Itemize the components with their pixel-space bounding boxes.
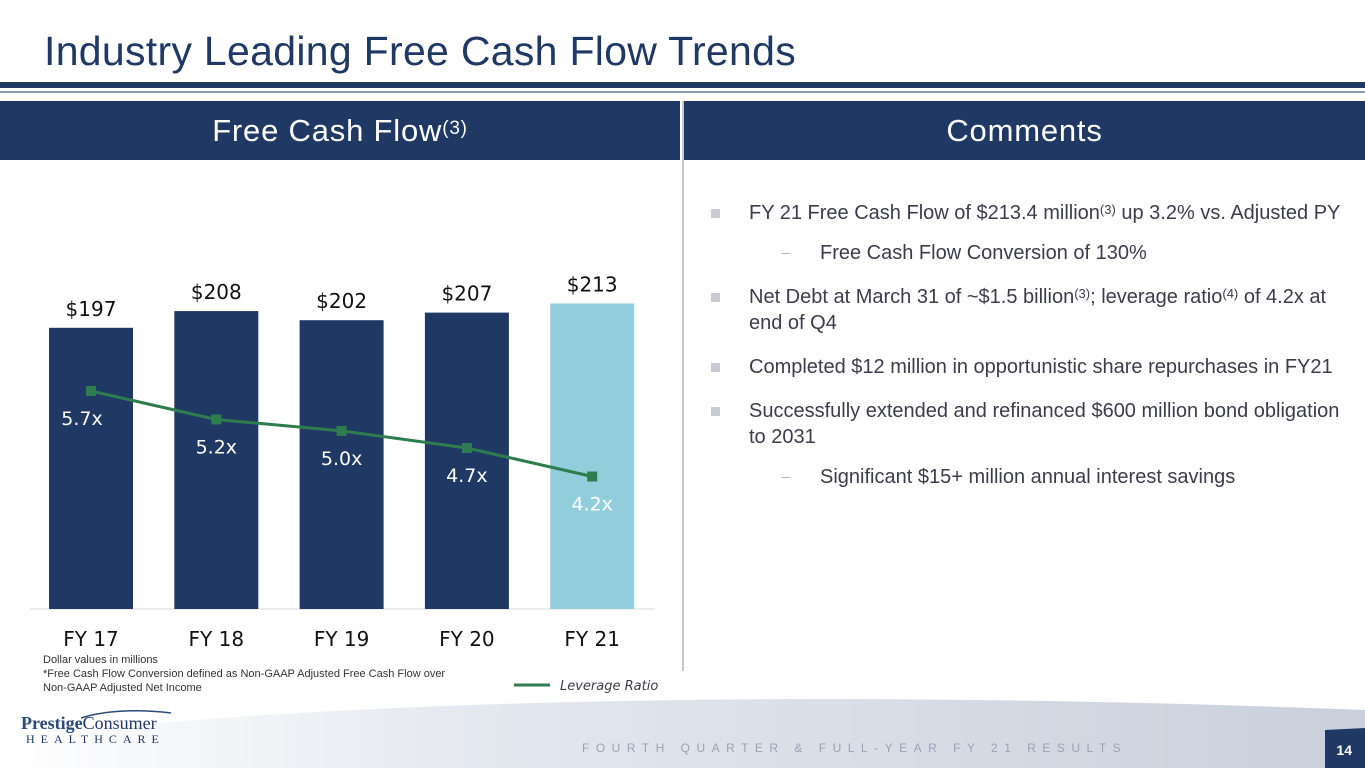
bar-value-label: $197 bbox=[66, 297, 117, 321]
comment-bullet: FY 21 Free Cash Flow of $213.4 million(3… bbox=[710, 200, 1350, 226]
leverage-point bbox=[461, 443, 472, 453]
bar-value-label: $207 bbox=[441, 282, 492, 306]
comment-text: up 3.2% vs. Adjusted PY bbox=[1115, 202, 1341, 224]
bar-fy21 bbox=[550, 303, 635, 609]
comments-header-label: Comments bbox=[946, 112, 1103, 148]
free-cash-flow-chart: $197 FY 17 $208 FY 18 $202 FY 19 $207 FY 20 $213… bbox=[30, 272, 658, 694]
company-logo: PrestigeConsumer HEALTHCARE bbox=[21, 709, 171, 747]
logo-arc-icon bbox=[81, 709, 171, 719]
comment-text: ; leverage ratio bbox=[1090, 286, 1223, 308]
leverage-value-label: 5.2x bbox=[196, 437, 237, 459]
leverage-point bbox=[211, 414, 222, 425]
note-line: *Free Cash Flow Conversion defined as No… bbox=[43, 668, 446, 680]
bullet-marker-icon bbox=[711, 363, 720, 372]
x-tick-label: FY 17 bbox=[63, 627, 119, 651]
x-tick-label: FY 21 bbox=[564, 627, 620, 651]
bar-fy19 bbox=[299, 320, 384, 609]
leverage-value-label: 4.7x bbox=[446, 465, 487, 487]
bar-value-label: $213 bbox=[567, 272, 618, 296]
chart-notes: Dollar values in millions *Free Cash Flo… bbox=[43, 653, 445, 695]
free-cash-flow-header: Free Cash Flow (3) bbox=[0, 101, 680, 160]
leverage-point bbox=[587, 471, 598, 482]
comment-bullet: Successfully extended and refinanced $60… bbox=[710, 398, 1350, 450]
comments-header: Comments bbox=[684, 101, 1365, 160]
bar-fy18 bbox=[174, 311, 259, 609]
dash-marker-icon bbox=[781, 477, 790, 478]
comment-footnote: (4) bbox=[1222, 286, 1239, 301]
leverage-point bbox=[86, 386, 96, 396]
bar-fy17 bbox=[49, 327, 133, 609]
logo-consumer: Consumer bbox=[82, 713, 157, 733]
comment-footnote: (3) bbox=[1099, 202, 1116, 217]
comment-text: Net Debt at March 31 of ~$1.5 billion bbox=[749, 286, 1075, 308]
dash-marker-icon bbox=[781, 253, 790, 254]
x-tick-label: FY 19 bbox=[314, 627, 370, 651]
free-cash-flow-header-label: Free Cash Flow bbox=[212, 112, 443, 148]
note-line: Non-GAAP Adjusted Net Income bbox=[43, 682, 202, 694]
bullet-marker-icon bbox=[711, 209, 720, 218]
column-divider bbox=[682, 101, 684, 671]
bullet-marker-icon bbox=[711, 293, 720, 302]
comment-sub-bullet: Free Cash Flow Conversion of 130% bbox=[710, 240, 1350, 266]
comments-list: FY 21 Free Cash Flow of $213.4 million(3… bbox=[710, 200, 1350, 508]
footer-title: FOURTH QUARTER & FULL-YEAR FY 21 RESULTS bbox=[582, 741, 1128, 755]
bar-value-label: $208 bbox=[191, 280, 242, 304]
bar-value-label: $202 bbox=[316, 289, 367, 313]
footer-swoosh bbox=[0, 699, 1365, 768]
comment-sub-bullet: Significant $15+ million annual interest… bbox=[710, 464, 1350, 490]
legend-label: Leverage Ratio bbox=[560, 679, 658, 694]
comment-bullet: Net Debt at March 31 of ~$1.5 billion(3)… bbox=[710, 284, 1350, 336]
free-cash-flow-header-footnote: (3) bbox=[442, 117, 468, 139]
leverage-value-label: 4.2x bbox=[571, 494, 612, 516]
leverage-point bbox=[336, 425, 347, 436]
page-number: 14 bbox=[1336, 742, 1352, 758]
comment-text: Successfully extended and refinanced $60… bbox=[749, 400, 1340, 448]
title-rule-thin bbox=[0, 91, 1365, 93]
x-tick-label: FY 18 bbox=[189, 627, 245, 651]
leverage-value-label: 5.0x bbox=[321, 448, 362, 470]
logo-healthcare: HEALTHCARE bbox=[26, 732, 165, 746]
page-title: Industry Leading Free Cash Flow Trends bbox=[44, 28, 797, 74]
bar-fy20 bbox=[424, 312, 509, 609]
logo-prestige: Prestige bbox=[21, 713, 83, 733]
bullet-marker-icon bbox=[711, 407, 720, 416]
comment-text: Significant $15+ million annual interest… bbox=[820, 466, 1236, 488]
comment-text: FY 21 Free Cash Flow of $213.4 million bbox=[749, 202, 1100, 224]
note-line: Dollar values in millions bbox=[43, 654, 158, 666]
leverage-value-label: 5.7x bbox=[61, 408, 102, 430]
title-rule bbox=[0, 82, 1365, 88]
comment-text: Free Cash Flow Conversion of 130% bbox=[820, 242, 1147, 264]
comment-text: of 4.2x at end of Q4 bbox=[749, 286, 1327, 334]
comment-bullet: Completed $12 million in opportunistic s… bbox=[710, 354, 1350, 380]
x-tick-label: FY 20 bbox=[439, 627, 495, 651]
comment-footnote: (3) bbox=[1074, 286, 1091, 301]
comment-text: Completed $12 million in opportunistic s… bbox=[749, 356, 1333, 378]
